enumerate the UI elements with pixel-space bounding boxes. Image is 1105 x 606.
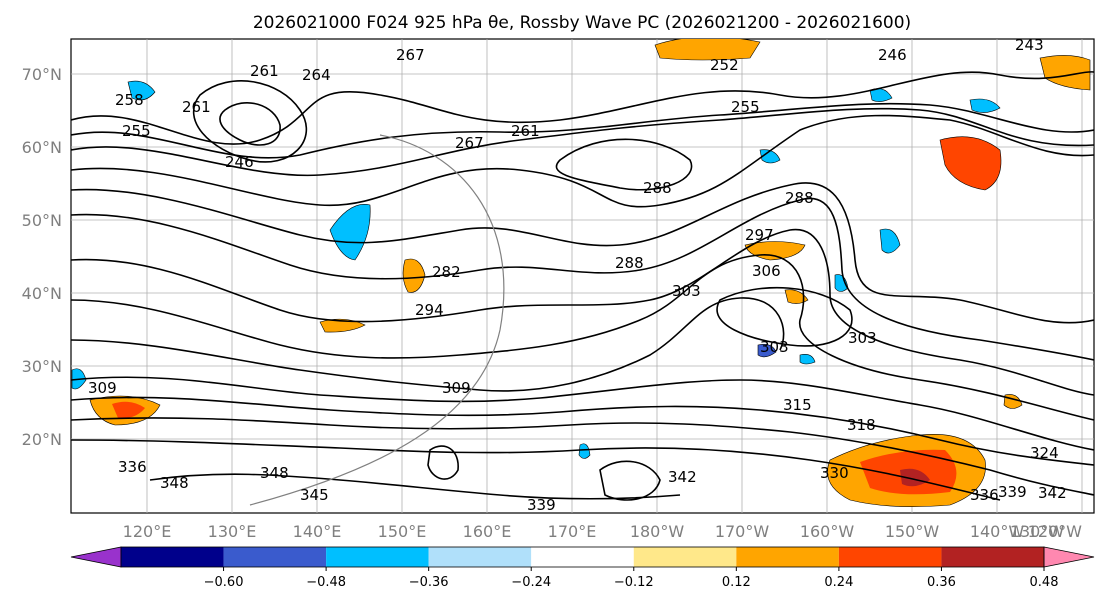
anomaly-shading xyxy=(71,39,1091,507)
contour-label: 261 xyxy=(511,122,540,140)
lon-label: 160°E xyxy=(463,522,512,541)
longitude-labels: 120°E 130°E 140°E 150°E 160°E 170°E 180°… xyxy=(123,522,1083,541)
colorbar-tick-label: −0.60 xyxy=(204,575,244,590)
lon-label: 130°W xyxy=(1010,522,1065,541)
colorbar-frame xyxy=(120,546,1045,568)
colorbar-segment xyxy=(941,547,1044,567)
contour-label: 342 xyxy=(1038,484,1067,502)
projection-circle xyxy=(249,134,505,506)
colorbar-tick-label: −0.24 xyxy=(511,575,551,590)
contour-label: 288 xyxy=(643,179,672,197)
contour-label: 264 xyxy=(302,66,331,84)
contour-label: 294 xyxy=(415,301,444,319)
contour-label: 306 xyxy=(752,262,781,280)
colorbar-segment xyxy=(223,547,327,567)
colorbar-segment xyxy=(736,547,839,567)
figure-title: 2026021000 F024 925 hPa θe, Rossby Wave … xyxy=(253,13,911,33)
contour-label: 303 xyxy=(672,282,701,300)
contour-label: 267 xyxy=(396,46,425,64)
lat-label: 20°N xyxy=(22,430,62,449)
lon-label: 140°W xyxy=(970,522,1025,541)
contour-label: 303 xyxy=(760,338,789,356)
colorbar-segment xyxy=(531,547,634,567)
colorbar-segment xyxy=(428,547,532,567)
contour-label: 309 xyxy=(442,379,471,397)
contour-label: 255 xyxy=(122,122,151,140)
contour-label: 288 xyxy=(615,254,644,272)
contour-label-group: 267 246 243 261 264 258 255 261 252 255 … xyxy=(88,36,1067,514)
contour-label: 342 xyxy=(668,468,697,486)
contour-label: 348 xyxy=(260,464,289,482)
map-panel: 267 246 243 261 264 258 255 261 252 255 … xyxy=(22,36,1095,541)
contour-label: 330 xyxy=(820,464,849,482)
contour-label: 324 xyxy=(1030,444,1059,462)
contour-label: 339 xyxy=(527,496,556,514)
contour-label: 246 xyxy=(225,153,254,171)
colorbar-tick-label: 0.12 xyxy=(722,575,751,590)
contour-label: 345 xyxy=(300,486,329,504)
lon-label: 140°E xyxy=(293,522,342,541)
contour-label: 261 xyxy=(250,62,279,80)
contour-label: 288 xyxy=(785,189,814,207)
colorbar-ticks: −0.60 −0.48 −0.36 −0.24 −0.12 0.12 0.24 0.36 0.4… xyxy=(204,567,1059,590)
contour-label: 297 xyxy=(745,226,774,244)
lon-label: 120°W xyxy=(1028,522,1083,541)
contour-label: 243 xyxy=(1015,36,1044,54)
contour-label: 318 xyxy=(847,416,876,434)
contour-label: 309 xyxy=(88,379,117,397)
colorbar-segment xyxy=(633,547,737,567)
colorbar: −0.60 −0.48 −0.36 −0.24 −0.12 0.12 0.24 0.36 0.4… xyxy=(70,546,1095,590)
colorbar-tick-label: −0.36 xyxy=(409,575,449,590)
contour-label: 282 xyxy=(432,263,461,281)
theta-e-contours xyxy=(71,71,1094,501)
lon-label: 170°E xyxy=(548,522,597,541)
contour-label: 258 xyxy=(115,91,144,109)
contour-label: 348 xyxy=(160,474,189,492)
contour-label: 252 xyxy=(710,56,739,74)
contour-label: 255 xyxy=(731,98,760,116)
lon-label: 160°W xyxy=(800,522,855,541)
colorbar-segment xyxy=(121,547,224,567)
lat-label: 70°N xyxy=(22,65,62,84)
lat-label: 40°N xyxy=(22,284,62,303)
lon-label: 170°W xyxy=(715,522,770,541)
lon-label: 150°E xyxy=(378,522,427,541)
colorbar-extend-low xyxy=(70,546,122,568)
colorbar-segments xyxy=(70,546,1095,568)
lat-label: 60°N xyxy=(22,138,62,157)
lon-label: 150°W xyxy=(885,522,940,541)
contour-label: 315 xyxy=(783,396,812,414)
colorbar-tick-label: −0.48 xyxy=(306,575,346,590)
contour-label: 267 xyxy=(455,134,484,152)
contour-label: 339 xyxy=(998,483,1027,501)
lat-label: 50°N xyxy=(22,211,62,230)
lat-label: 30°N xyxy=(22,357,62,376)
colorbar-tick-label: 0.48 xyxy=(1030,575,1059,590)
colorbar-segment xyxy=(326,547,429,567)
lon-label: 120°E xyxy=(123,522,172,541)
contour-label: 336 xyxy=(970,486,999,504)
colorbar-extend-high xyxy=(1043,546,1095,568)
lon-label: 130°E xyxy=(208,522,257,541)
contour-label: 261 xyxy=(182,98,211,116)
contour-label: 336 xyxy=(118,458,147,476)
contour-label: 303 xyxy=(848,329,877,347)
lon-label: 180°W xyxy=(630,522,685,541)
colorbar-tick-label: 0.24 xyxy=(824,575,853,590)
colorbar-tick-label: −0.12 xyxy=(614,575,654,590)
colorbar-tick-label: 0.36 xyxy=(927,575,956,590)
colorbar-segment xyxy=(838,547,942,567)
latitude-labels: 70°N 60°N 50°N 40°N 30°N 20°N xyxy=(22,65,62,449)
contour-label: 246 xyxy=(878,46,907,64)
